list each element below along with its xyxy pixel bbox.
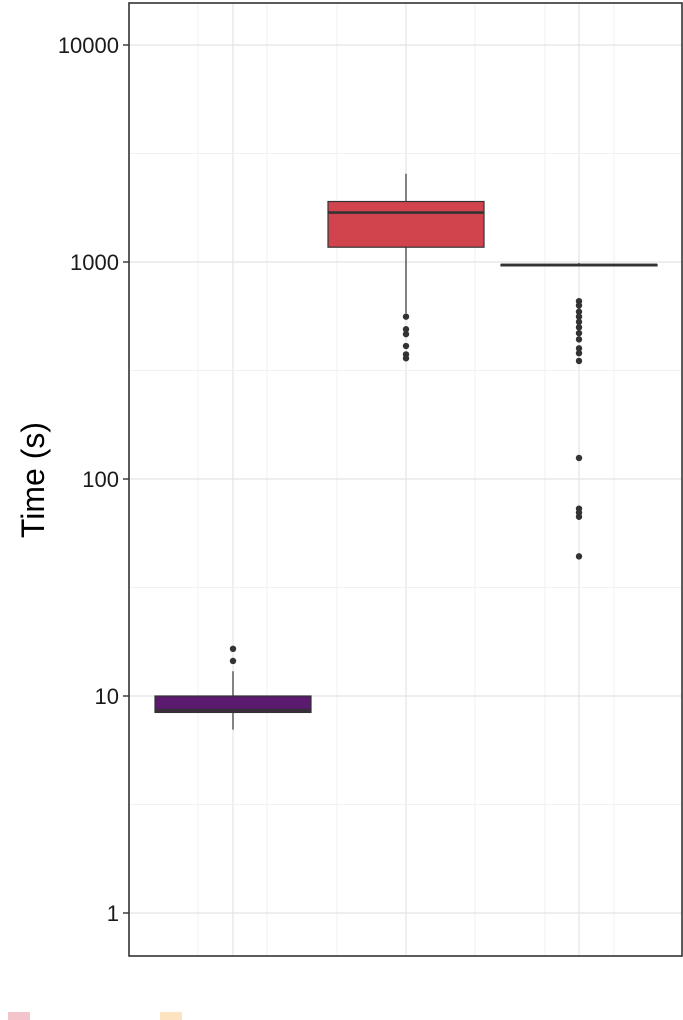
outlier-point [575,297,583,305]
box-group [500,262,658,560]
outlier-point [575,329,583,337]
y-tick-label: 1 [107,901,119,926]
outlier-point [402,313,410,320]
box-iqr [154,695,312,714]
outlier-point [575,513,583,520]
y-axis: 1 10 100 1000 10000 [58,33,129,926]
y-tick-label: 10 [95,684,119,709]
y-tick-label: 10000 [58,33,119,58]
outlier-point [575,345,583,352]
outlier-point [575,324,583,331]
outlier-point [402,355,410,362]
outlier-point [575,318,583,326]
legend-key [8,1012,30,1020]
legend [8,1012,182,1020]
outlier-point [575,336,583,343]
box-group [327,173,485,362]
outlier-point [575,313,583,320]
outlier-point [229,645,237,653]
box-series [154,173,658,730]
outlier-point [402,326,410,333]
grid-lines [129,3,682,956]
y-axis-title: Time (s) [15,422,51,538]
legend-key [160,1012,182,1020]
box-iqr [327,200,485,248]
outlier-point [575,308,583,315]
box-group [154,645,312,730]
outlier-point [575,553,583,560]
outlier-point [575,357,583,365]
outlier-point [575,349,583,357]
outlier-point [575,302,583,309]
outlier-point [402,330,410,338]
outlier-point [229,657,237,665]
y-tick-label: 1000 [70,250,119,275]
y-tick-label: 100 [82,467,119,492]
outlier-point [402,342,410,350]
outlier-point [575,454,583,462]
